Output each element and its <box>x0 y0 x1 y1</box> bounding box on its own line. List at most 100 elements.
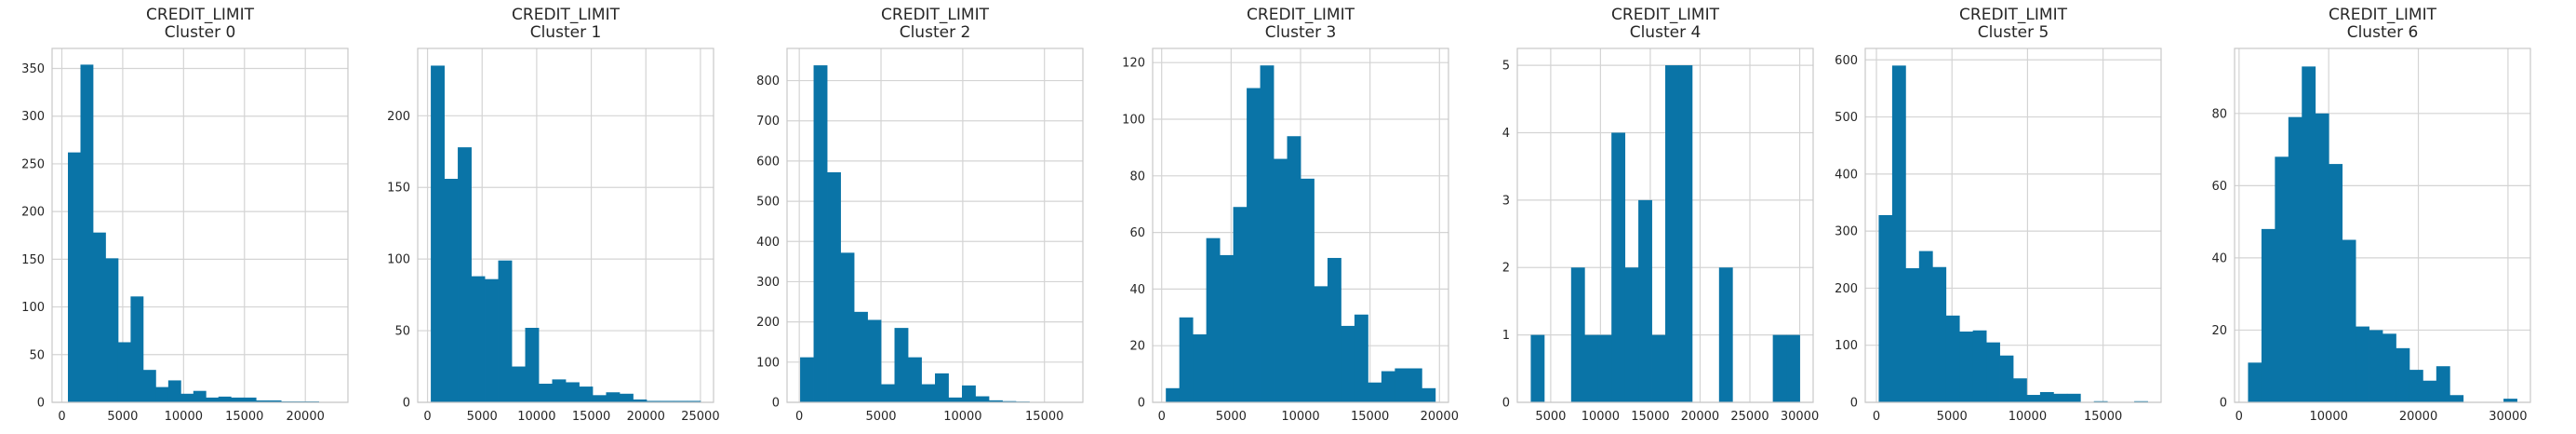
y-tick-label: 600 <box>1835 54 1858 68</box>
x-tick-label: 15000 <box>1025 410 1063 424</box>
bar <box>1193 334 1208 402</box>
y-tick-label: 400 <box>1835 168 1858 182</box>
bar <box>1891 65 1906 403</box>
bar <box>142 370 156 402</box>
y-tick-label: 150 <box>387 182 410 196</box>
bar <box>2039 391 2054 402</box>
chart-subtitle: Cluster 1 <box>530 23 602 42</box>
bar <box>813 65 828 403</box>
bar <box>2093 400 2108 402</box>
bar <box>961 385 976 402</box>
y-tick-label: 100 <box>756 356 780 370</box>
bar <box>908 357 922 402</box>
bar <box>80 64 94 402</box>
bar <box>444 179 459 402</box>
y-tick-label: 1 <box>1502 329 1510 343</box>
y-tick-label: 20 <box>2211 324 2227 338</box>
bar <box>2053 393 2068 402</box>
chart-title: CREDIT_LIMIT <box>1611 6 1720 24</box>
bar <box>1611 132 1626 402</box>
bar <box>206 397 220 402</box>
subplot-cluster-2: 0 5000 10000 15000 0 100 200 300 400 500 600 700 800… <box>756 6 1084 424</box>
bar <box>1932 266 1947 402</box>
bar <box>975 396 990 402</box>
bar <box>854 311 868 402</box>
plot-frame <box>1152 47 1449 403</box>
bar <box>988 400 1003 402</box>
y-tick-label: 200 <box>1835 282 1858 296</box>
bar <box>2013 378 2027 402</box>
bar <box>1341 325 1355 402</box>
y-tick-label: 700 <box>756 115 780 129</box>
bar <box>1986 342 2000 402</box>
y-tick-label: 60 <box>2211 180 2227 194</box>
chart-subtitle: Cluster 0 <box>165 23 236 42</box>
x-tick-label: 25000 <box>1730 410 1768 424</box>
x-tick-label: 15000 <box>1351 410 1389 424</box>
bar <box>1287 136 1301 403</box>
y-tick-label: 500 <box>1835 111 1858 125</box>
chart-title: CREDIT_LIMIT <box>2329 6 2437 24</box>
plot-frame <box>51 47 349 403</box>
y-tick-label: 0 <box>1850 397 1858 411</box>
x-tick-label: 30000 <box>1781 410 1819 424</box>
bar <box>1421 387 1436 402</box>
chart-subtitle: Cluster 5 <box>1978 23 2049 42</box>
bar <box>1584 334 1599 402</box>
x-tick-label: 0 <box>423 410 431 424</box>
bar <box>539 384 553 402</box>
x-tick-label: 10000 <box>2310 410 2348 424</box>
x-tick-label: 25000 <box>681 410 719 424</box>
bar <box>1945 315 1960 402</box>
bar <box>167 380 181 402</box>
chart-subtitle: Cluster 4 <box>1630 23 1702 42</box>
bar <box>1878 214 1893 402</box>
y-tick-label: 500 <box>756 196 780 210</box>
bar <box>431 65 445 402</box>
bar <box>1301 178 1315 402</box>
bar <box>1166 387 1181 402</box>
plot-frame <box>2234 47 2531 403</box>
bar <box>2423 380 2437 402</box>
bar <box>2396 347 2410 402</box>
bar <box>660 400 674 402</box>
bar <box>552 379 567 402</box>
bar <box>1327 257 1341 402</box>
x-tick-label: 5000 <box>1937 410 1968 424</box>
bar <box>525 328 540 402</box>
y-tick-label: 0 <box>772 397 780 411</box>
bar <box>1220 254 1234 402</box>
bar <box>130 296 144 402</box>
bar <box>1530 334 1545 402</box>
x-tick-label: 15000 <box>1631 410 1669 424</box>
y-tick-label: 4 <box>1502 127 1510 141</box>
x-tick-label: 10000 <box>943 410 981 424</box>
y-tick-label: 0 <box>1138 397 1145 411</box>
y-tick-label: 0 <box>2220 397 2227 411</box>
bar <box>1570 267 1585 402</box>
bar <box>1638 199 1652 402</box>
bar <box>1786 334 1800 402</box>
bar <box>2329 164 2343 402</box>
plot-frame <box>786 47 1084 403</box>
x-tick-label: 20000 <box>1681 410 1719 424</box>
plot-frame <box>1516 47 1814 403</box>
y-tick-label: 350 <box>21 62 45 76</box>
x-tick-label: 0 <box>1158 410 1166 424</box>
bar <box>673 400 687 402</box>
bar <box>1665 65 1679 402</box>
bar <box>2503 399 2517 402</box>
y-tick-label: 150 <box>21 253 45 267</box>
x-tick-label: 15000 <box>572 410 610 424</box>
bar <box>2248 362 2262 402</box>
y-tick-label: 50 <box>29 348 45 362</box>
y-tick-label: 0 <box>37 397 45 411</box>
bar <box>1408 368 1422 402</box>
y-tick-label: 50 <box>394 325 410 339</box>
bar <box>117 342 131 402</box>
x-tick-label: 5000 <box>1535 410 1566 424</box>
bar <box>687 400 701 402</box>
bar <box>827 172 841 402</box>
y-tick-label: 300 <box>1835 225 1858 239</box>
